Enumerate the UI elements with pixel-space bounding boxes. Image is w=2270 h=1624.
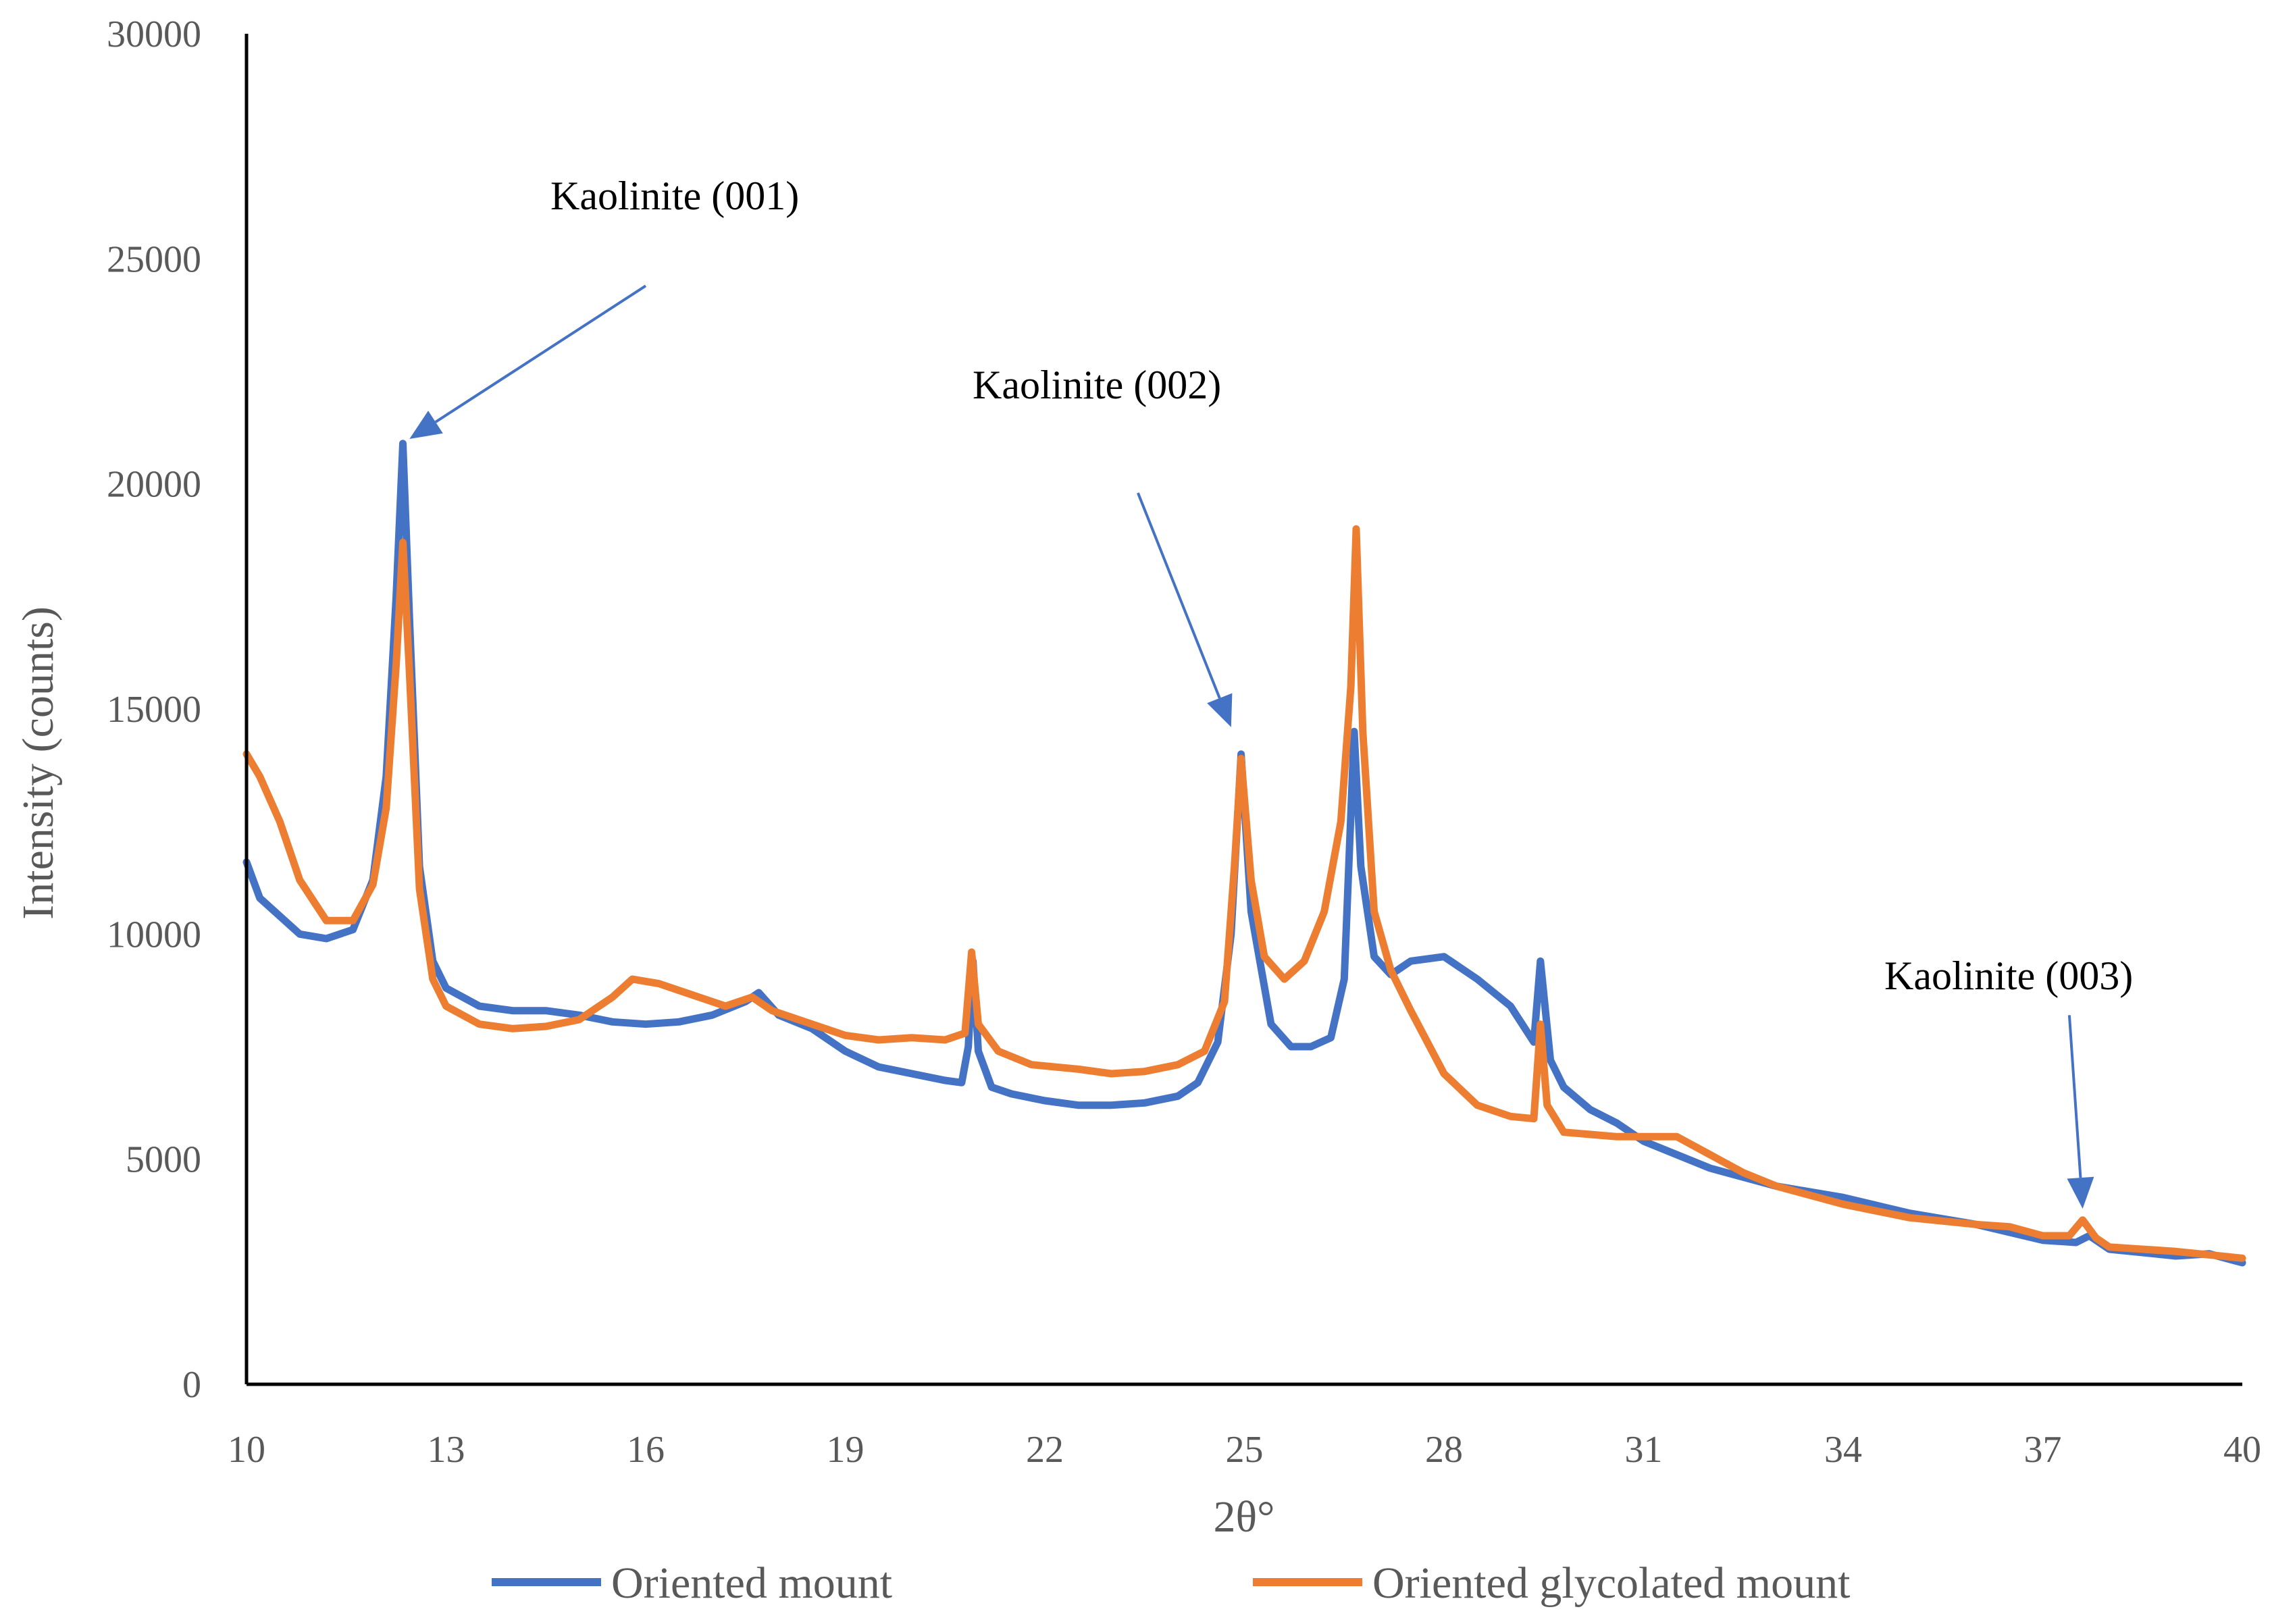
legend-label-oriented-mount: Oriented mount — [611, 1558, 892, 1608]
x-tick-label: 37 — [2024, 1429, 2062, 1471]
x-tick-label: 10 — [228, 1429, 265, 1471]
series-line-oriented-mount — [242, 440, 2246, 1267]
x-axis-title: 2θ° — [1213, 1492, 1274, 1542]
y-axis-title: Intensity (counts) — [14, 606, 63, 920]
y-tick-label: 30000 — [107, 14, 201, 55]
series-line-oriented-glycolated-mount — [242, 525, 2246, 1262]
x-tick-label: 13 — [428, 1429, 465, 1471]
axes — [244, 34, 2242, 1386]
annotation-label: Kaolinite (002) — [973, 363, 1221, 407]
annotation-arrow-head — [409, 411, 443, 439]
legend: Oriented mount Oriented glycolated mount — [492, 1558, 1850, 1608]
x-tick-labels: 10 13 16 19 22 25 28 31 34 37 40 — [228, 1429, 2261, 1471]
x-tick-label: 40 — [2223, 1429, 2261, 1471]
annotation-arrow-line — [2067, 1015, 2082, 1178]
y-tick-label: 20000 — [107, 464, 201, 506]
x-tick-label: 16 — [627, 1429, 665, 1471]
annotation-label: Kaolinite (003) — [1884, 953, 2133, 998]
y-tick-label: 10000 — [107, 914, 201, 955]
x-tick-label: 28 — [1425, 1429, 1463, 1471]
x-tick-label: 22 — [1026, 1429, 1064, 1471]
legend-label-oriented-glycolated-mount: Oriented glycolated mount — [1372, 1558, 1850, 1608]
annotation-arrow-head — [2067, 1176, 2094, 1209]
y-tick-label: 15000 — [107, 689, 201, 731]
annotation-label: Kaolinite (001) — [550, 174, 799, 218]
annotation-arrow-line — [1137, 492, 1221, 699]
y-tick-label: 5000 — [126, 1139, 201, 1181]
annotations: Kaolinite (001) Kaolinite (002) Kaolinite … — [409, 174, 2133, 1209]
y-tick-labels: 0 5000 10000 15000 20000 25000 30000 — [107, 14, 201, 1406]
plot-area — [242, 440, 2246, 1267]
x-tick-label: 19 — [827, 1429, 865, 1471]
y-tick-label: 25000 — [107, 238, 201, 280]
x-tick-label: 25 — [1226, 1429, 1264, 1471]
x-tick-label: 34 — [1824, 1429, 1862, 1471]
y-tick-label: 0 — [182, 1364, 201, 1406]
annotation-arrow-head — [1207, 693, 1233, 727]
x-tick-label: 31 — [1625, 1429, 1663, 1471]
annotation-arrow-line — [434, 284, 647, 423]
